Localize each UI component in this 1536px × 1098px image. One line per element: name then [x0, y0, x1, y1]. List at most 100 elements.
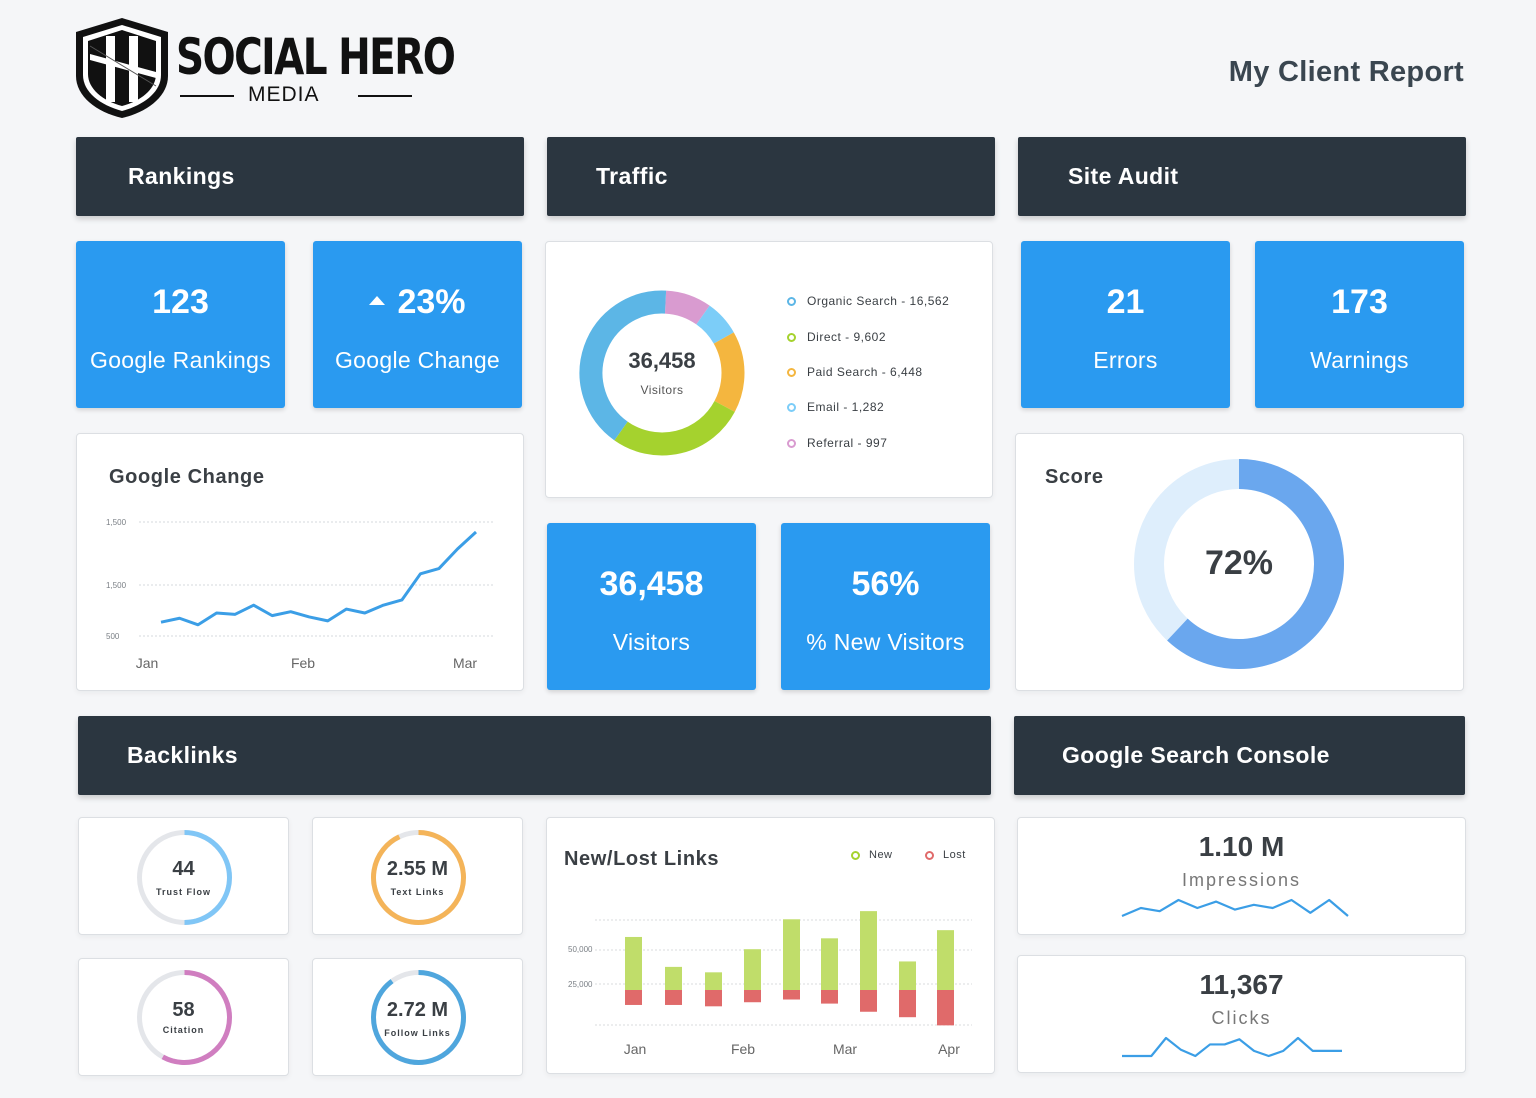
- score-value: 72%: [1204, 544, 1274, 582]
- stat-tile-warnings[interactable]: 173 Warnings: [1255, 241, 1464, 408]
- legend-dot-icon: [787, 438, 796, 448]
- stat-tile-google-change[interactable]: 23% Google Change: [313, 241, 522, 408]
- logo-rule-left: [180, 95, 234, 97]
- donut-slice: [664, 290, 710, 325]
- bar-lost: [705, 990, 722, 1007]
- gsc-clicks-card: 11,367 Clicks: [1017, 955, 1466, 1073]
- sparkline: [1122, 1036, 1342, 1058]
- traffic-legend-item: Direct - 9,602: [787, 330, 886, 344]
- donut-center-label: Visitors: [640, 383, 684, 397]
- bar-new: [783, 919, 800, 990]
- ring-value: 58: [172, 999, 195, 1021]
- series-line: [160, 530, 478, 627]
- google-change-card: Google Change 1,500 1,500 500 Jan Feb Mar: [76, 433, 524, 691]
- bar-lost: [937, 990, 954, 1026]
- stat-tile-new-visitors[interactable]: 56% % New Visitors: [781, 523, 990, 690]
- score-card: Score 72%: [1015, 433, 1464, 691]
- section-title-traffic: Traffic: [596, 163, 668, 189]
- section-title-rankings: Rankings: [128, 163, 235, 189]
- stat-tile-visitors[interactable]: 36,458 Visitors: [547, 523, 756, 690]
- logo-wordmark: SOCIAL HERO: [176, 28, 456, 86]
- ring-arc: [184, 830, 232, 925]
- section-header-rankings: Rankings: [76, 137, 524, 216]
- clicks-value: 11,367: [1199, 969, 1284, 1000]
- text-links-ring: [371, 830, 466, 925]
- legend-label: New: [869, 849, 893, 861]
- section-header-traffic: Traffic: [547, 137, 995, 216]
- traffic-legend-item: Organic Search - 16,562: [787, 294, 949, 308]
- bar-new: [860, 911, 877, 990]
- arrow-up-icon: [369, 295, 386, 305]
- traffic-legend-item: Email - 1,282: [787, 400, 884, 414]
- backlink-ring-card: 44 Trust Flow: [78, 817, 289, 935]
- logo-subtitle: MEDIA: [248, 83, 320, 106]
- legend-label: Direct - 9,602: [807, 330, 887, 344]
- section-title-backlinks: Backlinks: [127, 742, 238, 768]
- score-arc: [1167, 459, 1344, 669]
- card-title: Score: [1045, 466, 1104, 488]
- x-tick-label: Mar: [453, 655, 477, 671]
- legend-dot-icon: [925, 850, 934, 860]
- bar-lost: [744, 990, 761, 1003]
- ring-label: Text Links: [390, 887, 445, 897]
- ring-arc: [371, 830, 466, 925]
- bar-lost: [783, 990, 800, 1000]
- legend-dot-icon: [787, 402, 796, 412]
- legend-lost: Lost: [925, 849, 966, 861]
- ring-value: 44: [172, 858, 195, 880]
- section-header-site-audit: Site Audit: [1018, 137, 1466, 216]
- follow-links-ring: [371, 970, 466, 1065]
- stat-value: 123: [152, 283, 209, 321]
- new-lost-bar-chart: 50,000 25,000 Jan Feb Mar Apr: [568, 911, 972, 1057]
- donut-slice: [713, 332, 745, 412]
- stat-value: 173: [1331, 283, 1388, 321]
- ring-value: 2.72 M: [386, 999, 449, 1021]
- bar-lost: [860, 990, 877, 1012]
- stat-value: 21: [1106, 283, 1145, 321]
- brand-logo: SOCIAL HERO MEDIA: [76, 16, 456, 120]
- x-tick-label: Feb: [291, 655, 315, 671]
- page-title: My Client Report: [1228, 56, 1464, 88]
- stat-label: Warnings: [1310, 347, 1409, 373]
- backlink-ring-card: 58 Citation: [78, 958, 289, 1076]
- y-tick-label: 1,500: [106, 581, 127, 590]
- legend-dot-icon: [787, 332, 796, 342]
- citation-ring: [137, 970, 232, 1065]
- y-tick-label: 50,000: [568, 945, 593, 954]
- donut-slice: [695, 305, 734, 345]
- score-donut-chart: [1134, 459, 1344, 669]
- stat-tile-google-rankings[interactable]: 123 Google Rankings: [76, 241, 285, 408]
- legend-dot-icon: [851, 850, 860, 860]
- traffic-legend-item: Paid Search - 6,448: [787, 365, 923, 379]
- stat-value: 56%: [851, 565, 920, 603]
- legend-label: Referral - 997: [807, 436, 888, 450]
- stat-value-row: 23%: [313, 283, 522, 322]
- legend-label: Organic Search - 16,562: [807, 294, 950, 308]
- donut-slice: [579, 290, 667, 441]
- section-header-gsc: Google Search Console: [1014, 716, 1465, 795]
- backlink-ring-card: 2.72 M Follow Links: [312, 958, 523, 1076]
- donut-center-value: 36,458: [628, 348, 696, 373]
- bar-lost: [625, 990, 642, 1005]
- x-tick-label: Jan: [136, 655, 159, 671]
- bar-new: [705, 972, 722, 990]
- stat-tile-errors[interactable]: 21 Errors: [1021, 241, 1230, 408]
- traffic-legend-item: Referral - 997: [787, 436, 887, 450]
- traffic-donut-card: 36,458 Visitors Organic Search - 16,562 D…: [545, 241, 993, 498]
- bar-new: [665, 966, 682, 990]
- stat-label: Google Rankings: [90, 347, 271, 373]
- ring-label: Follow Links: [384, 1028, 451, 1038]
- stat-label: Google Change: [334, 347, 501, 373]
- traffic-donut-chart: [579, 290, 745, 456]
- ring-value: 2.55 M: [386, 858, 449, 880]
- bar-new: [625, 936, 642, 990]
- ring-label: Citation: [162, 1025, 205, 1035]
- bar-new: [821, 938, 838, 990]
- card-title: New/Lost Links: [564, 848, 720, 870]
- bar-new: [744, 949, 761, 990]
- legend-dot-icon: [787, 296, 796, 306]
- card-title: Google Change: [109, 466, 265, 488]
- stat-label: % New Visitors: [806, 629, 965, 655]
- clicks-label: Clicks: [1211, 1008, 1272, 1028]
- trust-flow-ring: [137, 830, 232, 925]
